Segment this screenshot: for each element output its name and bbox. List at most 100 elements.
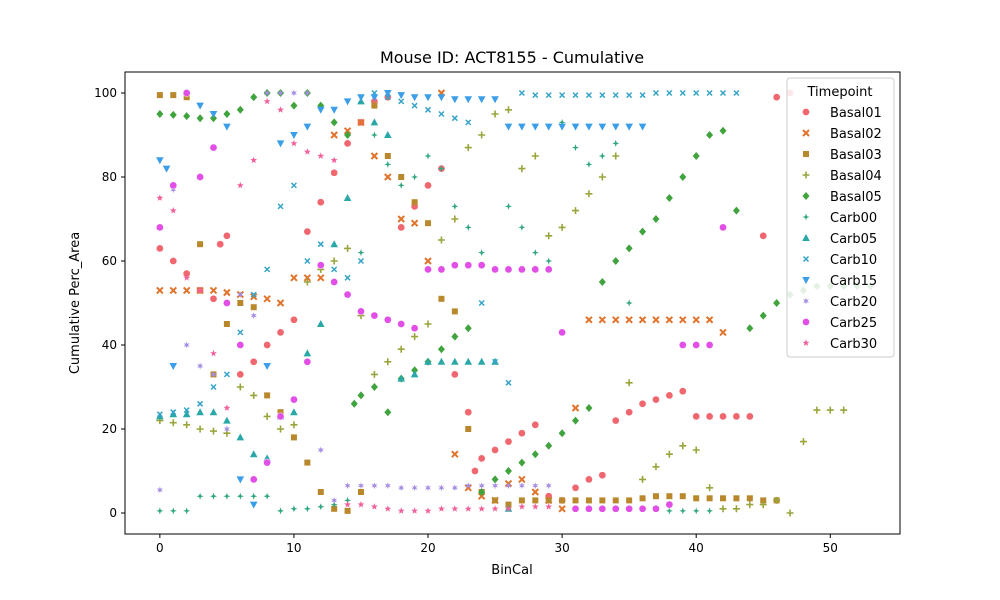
data-point xyxy=(162,165,171,173)
data-point xyxy=(478,299,485,307)
data-point xyxy=(532,482,539,490)
data-point xyxy=(625,504,634,513)
data-point xyxy=(518,429,526,438)
data-point xyxy=(531,488,540,496)
data-point xyxy=(303,274,312,282)
data-point xyxy=(759,501,767,509)
data-point xyxy=(733,89,740,97)
data-point xyxy=(505,482,512,490)
data-point xyxy=(249,450,258,458)
data-point xyxy=(745,412,754,421)
data-point xyxy=(471,467,479,475)
data-point xyxy=(531,503,539,510)
data-point xyxy=(290,395,298,404)
data-point xyxy=(250,312,257,320)
data-point xyxy=(666,89,673,97)
data-point xyxy=(437,357,446,365)
data-point xyxy=(826,406,834,414)
data-point xyxy=(183,94,190,101)
data-point xyxy=(612,497,619,504)
data-point xyxy=(585,316,593,324)
legend-label: Basal03 xyxy=(830,148,882,163)
data-point xyxy=(169,286,177,295)
data-point xyxy=(692,446,700,454)
data-point xyxy=(491,265,499,274)
data-point xyxy=(585,475,593,484)
legend-marker xyxy=(802,213,810,221)
data-point xyxy=(357,501,365,508)
legend-marker xyxy=(802,171,810,179)
data-point xyxy=(384,505,392,512)
data-point xyxy=(156,507,164,515)
data-point xyxy=(451,96,459,104)
data-point xyxy=(746,495,753,502)
data-point xyxy=(263,341,271,349)
data-point xyxy=(156,244,164,253)
legend-marker xyxy=(802,108,810,116)
data-point xyxy=(545,503,553,510)
data-point xyxy=(639,92,646,99)
data-point xyxy=(558,223,566,231)
data-point xyxy=(652,504,660,513)
data-point xyxy=(156,486,163,494)
data-point xyxy=(371,102,378,109)
data-point xyxy=(599,92,606,99)
data-point xyxy=(330,156,338,164)
data-point xyxy=(330,106,338,114)
data-point xyxy=(397,507,405,514)
data-point xyxy=(598,278,606,286)
legend-label: Carb20 xyxy=(830,295,877,310)
data-point xyxy=(585,92,592,99)
data-point xyxy=(303,148,311,155)
data-points xyxy=(156,89,875,517)
data-point xyxy=(156,194,164,201)
legend-label: Carb30 xyxy=(830,337,877,352)
data-point xyxy=(492,497,499,504)
data-point xyxy=(665,500,674,509)
data-point xyxy=(679,316,687,324)
data-point xyxy=(424,152,432,160)
data-point xyxy=(210,383,217,391)
data-point xyxy=(720,495,727,502)
data-point xyxy=(451,450,459,458)
data-point xyxy=(719,505,727,513)
data-point xyxy=(518,165,526,173)
data-point xyxy=(491,96,499,104)
data-point xyxy=(558,328,566,337)
data-point xyxy=(451,202,459,210)
data-point xyxy=(330,501,338,509)
data-point xyxy=(572,144,579,152)
data-point xyxy=(733,495,740,502)
data-point xyxy=(692,341,701,349)
data-point xyxy=(223,321,230,327)
data-point xyxy=(316,198,325,207)
data-point xyxy=(786,509,794,517)
data-point xyxy=(330,118,338,127)
data-point xyxy=(639,227,647,236)
data-point xyxy=(317,489,324,495)
data-point xyxy=(317,274,325,282)
data-point xyxy=(330,278,339,286)
data-point xyxy=(196,408,204,416)
data-point xyxy=(316,106,325,114)
data-point xyxy=(438,295,445,302)
data-point xyxy=(585,497,592,504)
data-point xyxy=(492,358,499,365)
data-point xyxy=(518,265,526,274)
data-point xyxy=(290,132,298,139)
data-point xyxy=(719,126,727,135)
data-point xyxy=(451,332,459,341)
data-point xyxy=(304,89,311,97)
legend-item-carb20: Carb20 xyxy=(803,295,877,310)
data-point xyxy=(464,96,473,104)
data-point xyxy=(585,504,593,513)
data-point xyxy=(719,412,727,421)
data-point xyxy=(678,387,687,396)
data-point xyxy=(384,94,391,101)
data-point xyxy=(236,105,244,114)
data-point xyxy=(370,131,378,139)
data-point xyxy=(572,416,580,425)
data-point xyxy=(290,421,298,429)
data-point xyxy=(263,458,271,467)
data-point xyxy=(343,127,352,135)
